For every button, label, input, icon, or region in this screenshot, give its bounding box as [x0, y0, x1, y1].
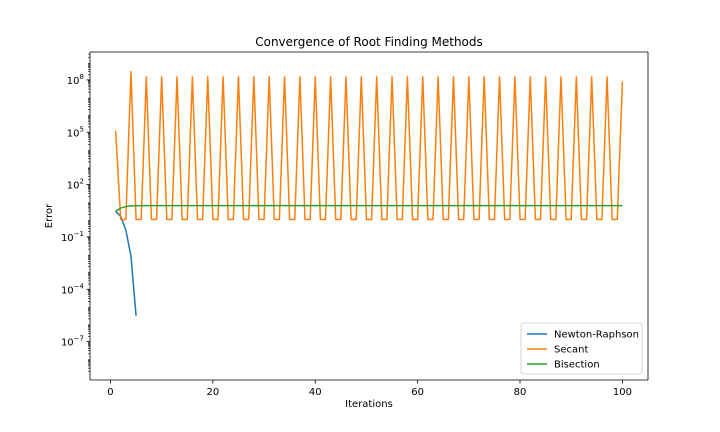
legend-label: Bisection [554, 360, 600, 371]
series-line-secant [114, 70, 624, 221]
y-tick-label: 102 [67, 178, 84, 192]
x-tick-label: 60 [411, 387, 424, 398]
series-line-bisection [115, 204, 623, 212]
legend-box [520, 322, 643, 375]
y-tick-label: 10−7 [61, 335, 84, 349]
legend: Newton-Raphson Secant Bisection [520, 322, 643, 375]
chart-title: Convergence of Root Finding Methods [255, 35, 483, 49]
x-tick-label: 100 [613, 387, 632, 398]
y-tick-label: 10−1 [61, 230, 84, 244]
y-axis-label: Error [44, 203, 55, 228]
y-tick-label: 108 [67, 73, 84, 87]
x-tick-label: 80 [514, 387, 527, 398]
series-layer [114, 70, 624, 316]
x-tick-label: 20 [206, 387, 219, 398]
x-axis-label: Iterations [345, 399, 393, 410]
x-tick-label: 0 [107, 387, 113, 398]
series-line-newton-raphson [115, 210, 137, 316]
y-axis-ticks: 10−7 10−4 10−1 102 105 108 [61, 53, 90, 372]
x-axis-ticks: 0 20 40 60 80 100 [107, 380, 632, 398]
y-tick-label: 10−4 [61, 282, 85, 296]
y-tick-label: 105 [67, 125, 84, 139]
x-tick-label: 40 [309, 387, 322, 398]
legend-label: Newton-Raphson [554, 330, 639, 341]
legend-label: Secant [554, 345, 588, 356]
